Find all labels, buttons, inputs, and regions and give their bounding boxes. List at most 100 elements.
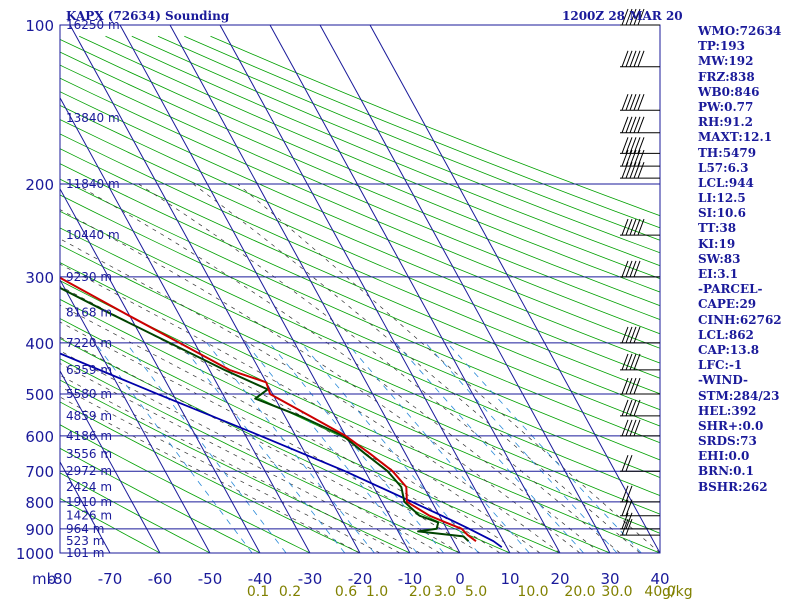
index-item: EI:3.1 bbox=[698, 267, 798, 282]
height-label: 11840 m bbox=[66, 177, 120, 191]
height-label: 7220 m bbox=[66, 336, 112, 350]
wind-barb bbox=[620, 162, 660, 178]
index-item: WB0:846 bbox=[698, 85, 798, 100]
index-item: RH:91.2 bbox=[698, 115, 798, 130]
isotherm bbox=[220, 25, 510, 553]
pressure-label: 200 bbox=[25, 176, 54, 194]
height-label: 2972 m bbox=[66, 464, 112, 478]
isotherm bbox=[70, 25, 360, 553]
moist-adiabat bbox=[238, 184, 660, 553]
height-label: 1910 m bbox=[66, 495, 112, 509]
index-item: BSHR:262 bbox=[698, 480, 798, 495]
height-label: 2424 m bbox=[66, 480, 112, 494]
mixing-ratio-label: 2.0 bbox=[409, 584, 431, 600]
index-item: KI:19 bbox=[698, 237, 798, 252]
index-item: CAP:13.8 bbox=[698, 343, 798, 358]
wind-barb bbox=[620, 519, 660, 535]
temperature-tick-label: -60 bbox=[148, 570, 173, 588]
temperature-tick-label: -70 bbox=[98, 570, 123, 588]
height-label: 101 m bbox=[66, 546, 104, 560]
isotherm bbox=[120, 25, 410, 553]
height-label: 5580 m bbox=[66, 387, 112, 401]
height-label: 3556 m bbox=[66, 447, 112, 461]
mixing-ratio-line bbox=[95, 343, 252, 553]
wind-barb bbox=[620, 486, 660, 502]
pressure-label: 400 bbox=[25, 335, 54, 353]
dry-adiabat bbox=[79, 36, 800, 564]
index-item: EHI:0.0 bbox=[698, 449, 798, 464]
index-item: TT:38 bbox=[698, 221, 798, 236]
observation-time: 1200Z 28 MAR 20 bbox=[562, 9, 683, 23]
height-label: 9230 m bbox=[66, 270, 112, 284]
height-label: 8168 m bbox=[66, 305, 112, 319]
height-label: 10440 m bbox=[66, 228, 120, 242]
wind-barb bbox=[620, 420, 660, 436]
dry-adiabat bbox=[27, 36, 800, 564]
pressure-label: 100 bbox=[25, 17, 54, 35]
mixing-ratio-label: 10.0 bbox=[517, 584, 548, 600]
index-item: LCL:944 bbox=[698, 176, 798, 191]
index-item: STM:284/23 bbox=[698, 389, 798, 404]
temperature-tick-label: 0 bbox=[455, 570, 465, 588]
pressure-label: 500 bbox=[25, 386, 54, 404]
height-label: 6359 m bbox=[66, 363, 112, 377]
isotherm bbox=[0, 25, 10, 553]
index-item: LFC:-1 bbox=[698, 358, 798, 373]
dry-adiabat bbox=[0, 36, 384, 564]
height-label: 13840 m bbox=[66, 111, 120, 125]
wind-barb bbox=[620, 117, 660, 133]
pressure-label: 700 bbox=[25, 463, 54, 481]
index-item: HEL:392 bbox=[698, 404, 798, 419]
index-item: WMO:72634 bbox=[698, 24, 798, 39]
mixing-ratio-label: 30.0 bbox=[601, 584, 632, 600]
index-item: SI:10.6 bbox=[698, 206, 798, 221]
mixing-ratio-unit-label: g/kg bbox=[662, 584, 693, 600]
wind-barb bbox=[620, 94, 660, 110]
wind-barb bbox=[620, 354, 660, 370]
mixing-ratio-label: 1.0 bbox=[366, 584, 388, 600]
height-label: 1426 m bbox=[66, 509, 112, 523]
index-item: MAXT:12.1 bbox=[698, 130, 798, 145]
mixing-ratio-line bbox=[447, 343, 641, 553]
dry-adiabat bbox=[106, 36, 800, 564]
pressure-label: 900 bbox=[25, 521, 54, 539]
pressure-label: 600 bbox=[25, 428, 54, 446]
index-item: CAPE:29 bbox=[698, 297, 798, 312]
height-label: 4186 m bbox=[66, 429, 112, 443]
pressure-label: 300 bbox=[25, 269, 54, 287]
temperature-tick-label: -30 bbox=[298, 570, 323, 588]
wind-barb bbox=[620, 51, 660, 67]
pressure-label: 800 bbox=[25, 494, 54, 512]
mixing-ratio-label: 0.6 bbox=[335, 584, 357, 600]
index-item: FRZ:838 bbox=[698, 70, 798, 85]
station-title: KAPX (72634) Sounding bbox=[66, 9, 229, 23]
height-label: 4859 m bbox=[66, 409, 112, 423]
mixing-ratio-label: 0.2 bbox=[279, 584, 301, 600]
temperature-tick-label: -50 bbox=[198, 570, 223, 588]
pressure-label: 1000 bbox=[16, 545, 54, 563]
index-item: BRN:0.1 bbox=[698, 464, 798, 479]
mixing-ratio-line bbox=[246, 343, 417, 553]
index-item: LCL:862 bbox=[698, 328, 798, 343]
dry-adiabat bbox=[0, 36, 283, 564]
index-item: CINH:62762 bbox=[698, 313, 798, 328]
mixing-ratio-label: 20.0 bbox=[564, 584, 595, 600]
index-item: TP:193 bbox=[698, 39, 798, 54]
index-item: SW:83 bbox=[698, 252, 798, 267]
index-item: SHR+:0.0 bbox=[698, 419, 798, 434]
index-item: L57:6.3 bbox=[698, 161, 798, 176]
temperature-tick-label: -80 bbox=[48, 570, 73, 588]
index-item: -PARCEL- bbox=[698, 282, 798, 297]
index-item: PW:0.77 bbox=[698, 100, 798, 115]
index-item: LI:12.5 bbox=[698, 191, 798, 206]
mixing-ratio-label: 3.0 bbox=[434, 584, 456, 600]
index-item: MW:192 bbox=[698, 54, 798, 69]
index-item: SRDS:73 bbox=[698, 434, 798, 449]
mixing-ratio-label: 5.0 bbox=[465, 584, 487, 600]
index-item: -WIND- bbox=[698, 373, 798, 388]
index-item: TH:5479 bbox=[698, 146, 798, 161]
mixing-ratio-label: 0.1 bbox=[247, 584, 269, 600]
